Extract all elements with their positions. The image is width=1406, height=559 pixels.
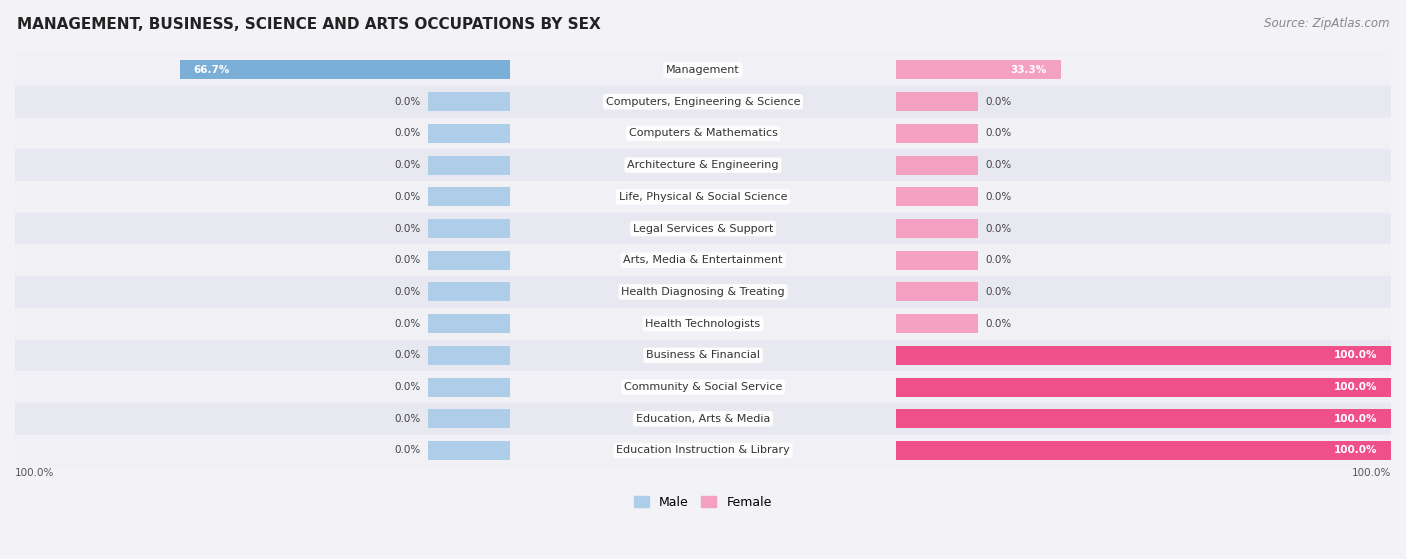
Text: 0.0%: 0.0% (395, 446, 420, 456)
Text: 0.0%: 0.0% (395, 287, 420, 297)
Text: 0.0%: 0.0% (395, 192, 420, 202)
Text: MANAGEMENT, BUSINESS, SCIENCE AND ARTS OCCUPATIONS BY SEX: MANAGEMENT, BUSINESS, SCIENCE AND ARTS O… (17, 17, 600, 32)
Text: 100.0%: 100.0% (1334, 382, 1378, 392)
Bar (427, 346, 510, 365)
Text: Architecture & Engineering: Architecture & Engineering (627, 160, 779, 170)
Text: 33.3%: 33.3% (1011, 65, 1047, 75)
Text: 0.0%: 0.0% (395, 97, 420, 107)
Bar (0, 244, 1406, 276)
Bar (427, 441, 510, 460)
Bar (896, 346, 1391, 365)
Bar (896, 441, 1391, 460)
Text: 0.0%: 0.0% (986, 192, 1011, 202)
Bar (0, 54, 1406, 86)
Bar (0, 435, 1406, 466)
Text: 0.0%: 0.0% (986, 97, 1011, 107)
Bar (0, 212, 1406, 244)
Bar (0, 117, 1406, 149)
Bar (427, 219, 510, 238)
Bar (896, 314, 979, 333)
Text: 100.0%: 100.0% (1334, 414, 1378, 424)
Text: 0.0%: 0.0% (395, 160, 420, 170)
Bar (427, 187, 510, 206)
Text: Computers & Mathematics: Computers & Mathematics (628, 129, 778, 139)
Legend: Male, Female: Male, Female (630, 491, 776, 514)
Bar (427, 155, 510, 174)
Text: Computers, Engineering & Science: Computers, Engineering & Science (606, 97, 800, 107)
Text: Health Diagnosing & Treating: Health Diagnosing & Treating (621, 287, 785, 297)
Text: Business & Financial: Business & Financial (645, 350, 761, 361)
Text: 0.0%: 0.0% (395, 382, 420, 392)
Bar (427, 314, 510, 333)
Text: Education, Arts & Media: Education, Arts & Media (636, 414, 770, 424)
Text: Arts, Media & Entertainment: Arts, Media & Entertainment (623, 255, 783, 265)
Bar (427, 409, 510, 428)
Text: Education Instruction & Library: Education Instruction & Library (616, 446, 790, 456)
Text: 100.0%: 100.0% (1334, 446, 1378, 456)
Text: 0.0%: 0.0% (395, 319, 420, 329)
Bar (0, 403, 1406, 435)
Text: 0.0%: 0.0% (395, 255, 420, 265)
Text: 66.7%: 66.7% (194, 65, 231, 75)
Text: 0.0%: 0.0% (395, 350, 420, 361)
Text: 0.0%: 0.0% (395, 224, 420, 234)
Text: Health Technologists: Health Technologists (645, 319, 761, 329)
Bar (896, 187, 979, 206)
Text: Life, Physical & Social Science: Life, Physical & Social Science (619, 192, 787, 202)
Text: 0.0%: 0.0% (986, 160, 1011, 170)
Bar (427, 377, 510, 396)
Text: 100.0%: 100.0% (1351, 468, 1391, 479)
Text: 0.0%: 0.0% (986, 129, 1011, 139)
Bar (0, 308, 1406, 339)
Bar (180, 60, 510, 79)
Bar (427, 251, 510, 270)
Bar (0, 339, 1406, 371)
Bar (896, 409, 1391, 428)
Bar (0, 86, 1406, 117)
Bar (896, 60, 1060, 79)
Bar (0, 276, 1406, 308)
Text: Community & Social Service: Community & Social Service (624, 382, 782, 392)
Bar (896, 377, 1391, 396)
Text: Legal Services & Support: Legal Services & Support (633, 224, 773, 234)
Bar (0, 181, 1406, 212)
Bar (427, 124, 510, 143)
Text: 100.0%: 100.0% (15, 468, 55, 479)
Bar (896, 282, 979, 301)
Text: 0.0%: 0.0% (395, 414, 420, 424)
Bar (896, 155, 979, 174)
Bar (0, 371, 1406, 403)
Text: 0.0%: 0.0% (986, 224, 1011, 234)
Text: Management: Management (666, 65, 740, 75)
Text: 0.0%: 0.0% (986, 319, 1011, 329)
Bar (896, 251, 979, 270)
Bar (896, 124, 979, 143)
Text: 0.0%: 0.0% (986, 255, 1011, 265)
Bar (896, 219, 979, 238)
Bar (427, 92, 510, 111)
Bar (427, 282, 510, 301)
Text: 100.0%: 100.0% (1334, 350, 1378, 361)
Text: 0.0%: 0.0% (986, 287, 1011, 297)
Bar (896, 92, 979, 111)
Text: 0.0%: 0.0% (395, 129, 420, 139)
Bar (0, 149, 1406, 181)
Text: Source: ZipAtlas.com: Source: ZipAtlas.com (1264, 17, 1389, 30)
